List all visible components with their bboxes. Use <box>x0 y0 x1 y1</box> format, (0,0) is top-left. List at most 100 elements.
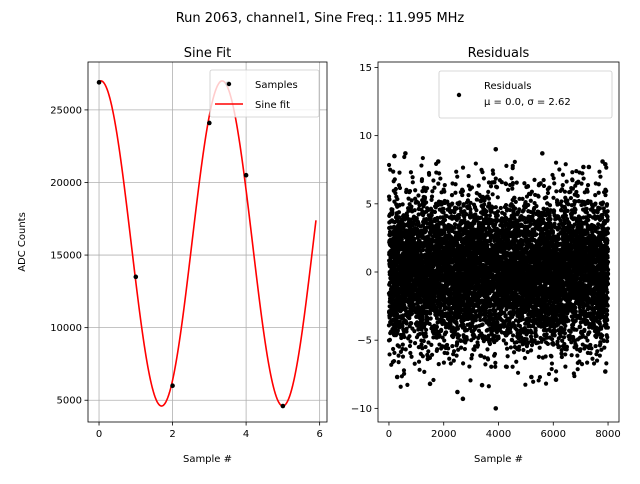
residual-point <box>461 361 465 365</box>
legend-samples-marker <box>227 82 231 86</box>
residual-point <box>511 164 515 168</box>
residual-point <box>442 190 446 194</box>
residual-point <box>470 353 474 357</box>
residual-point <box>430 189 434 193</box>
residual-point <box>424 328 428 332</box>
residual-point <box>515 181 519 185</box>
residual-point <box>504 182 508 186</box>
residual-point <box>421 354 425 358</box>
residual-point <box>437 362 441 366</box>
figure-suptitle: Run 2063, channel1, Sine Freq.: 11.995 M… <box>176 11 465 26</box>
residual-point <box>424 200 428 204</box>
residual-point <box>391 347 395 351</box>
residual-point <box>397 171 401 175</box>
residual-point <box>436 182 440 186</box>
residual-point <box>447 357 451 361</box>
residual-point <box>520 197 524 201</box>
residual-point <box>425 186 429 190</box>
residual-point <box>484 209 488 213</box>
residual-point <box>409 170 413 174</box>
residual-point <box>454 354 458 358</box>
residual-point <box>413 208 417 212</box>
residual-point <box>458 200 462 204</box>
residual-point <box>485 347 489 351</box>
sine-fit-ytick-label: 25000 <box>50 105 82 116</box>
residual-point <box>452 359 456 363</box>
residual-point <box>435 325 439 329</box>
residual-point <box>408 339 412 343</box>
residual-point <box>431 178 435 182</box>
residual-point <box>430 213 434 217</box>
residual-point <box>450 193 454 197</box>
residual-point <box>455 342 459 346</box>
residual-point <box>430 195 434 199</box>
residual-point <box>509 345 513 349</box>
residual-point <box>427 173 431 177</box>
residual-point <box>486 190 490 194</box>
residual-point <box>494 176 498 180</box>
residual-point <box>430 353 434 357</box>
residuals-title: Residuals <box>468 46 530 61</box>
residual-point <box>495 185 499 189</box>
residual-point <box>499 206 503 210</box>
residual-point <box>493 361 497 365</box>
sine-fit-xtick-label: 0 <box>96 429 102 440</box>
residual-point <box>408 189 412 193</box>
residual-point <box>387 163 391 167</box>
residual-point <box>421 317 425 321</box>
legend-samples-label: Samples <box>255 80 298 91</box>
residual-point <box>461 166 465 170</box>
sine-fit-ylabel: ADC Counts <box>17 212 28 272</box>
residual-point <box>387 352 391 356</box>
residual-point <box>517 345 521 349</box>
residual-point <box>505 365 509 369</box>
residual-point <box>416 193 420 197</box>
sine-fit-ytick-label: 15000 <box>50 251 82 262</box>
residual-point <box>442 338 446 342</box>
residual-point <box>514 200 518 204</box>
residual-point <box>496 195 500 199</box>
residual-point <box>395 197 399 201</box>
residual-point <box>409 205 413 209</box>
residual-point <box>390 207 394 211</box>
residual-point <box>486 357 490 361</box>
residual-point <box>398 186 402 190</box>
residual-point <box>409 355 413 359</box>
residual-point <box>487 197 491 201</box>
residual-point <box>493 352 497 356</box>
residual-point <box>457 334 461 338</box>
residual-point <box>481 322 485 326</box>
residual-point <box>412 329 416 333</box>
sine-fit-ytick-label: 10000 <box>50 323 82 334</box>
residual-point <box>402 335 406 339</box>
residual-point <box>511 181 515 185</box>
residual-point <box>443 183 447 187</box>
residual-point <box>496 209 500 213</box>
residual-point <box>460 193 464 197</box>
residual-point <box>450 202 454 206</box>
residual-point <box>474 208 478 212</box>
sine-fit-xtick-label: 2 <box>169 429 175 440</box>
residual-point <box>497 336 501 340</box>
residual-point <box>467 364 471 368</box>
residual-point <box>411 175 415 179</box>
residual-point <box>421 156 425 160</box>
residual-point <box>468 378 472 382</box>
residual-point <box>441 207 445 211</box>
residual-point <box>513 206 517 210</box>
residual-point <box>422 339 426 343</box>
sine-fit-xtick-label: 6 <box>316 429 322 440</box>
residual-point <box>496 214 500 218</box>
sample-point <box>134 275 139 280</box>
residual-point <box>445 351 449 355</box>
residual-point <box>472 348 476 352</box>
residual-point <box>504 341 508 345</box>
residual-point <box>513 160 517 164</box>
residual-point <box>404 347 408 351</box>
residual-point <box>394 187 398 191</box>
residual-point <box>396 354 400 358</box>
sample-point <box>207 121 212 126</box>
residual-point <box>488 342 492 346</box>
residual-point <box>515 328 519 332</box>
residual-point <box>476 343 480 347</box>
